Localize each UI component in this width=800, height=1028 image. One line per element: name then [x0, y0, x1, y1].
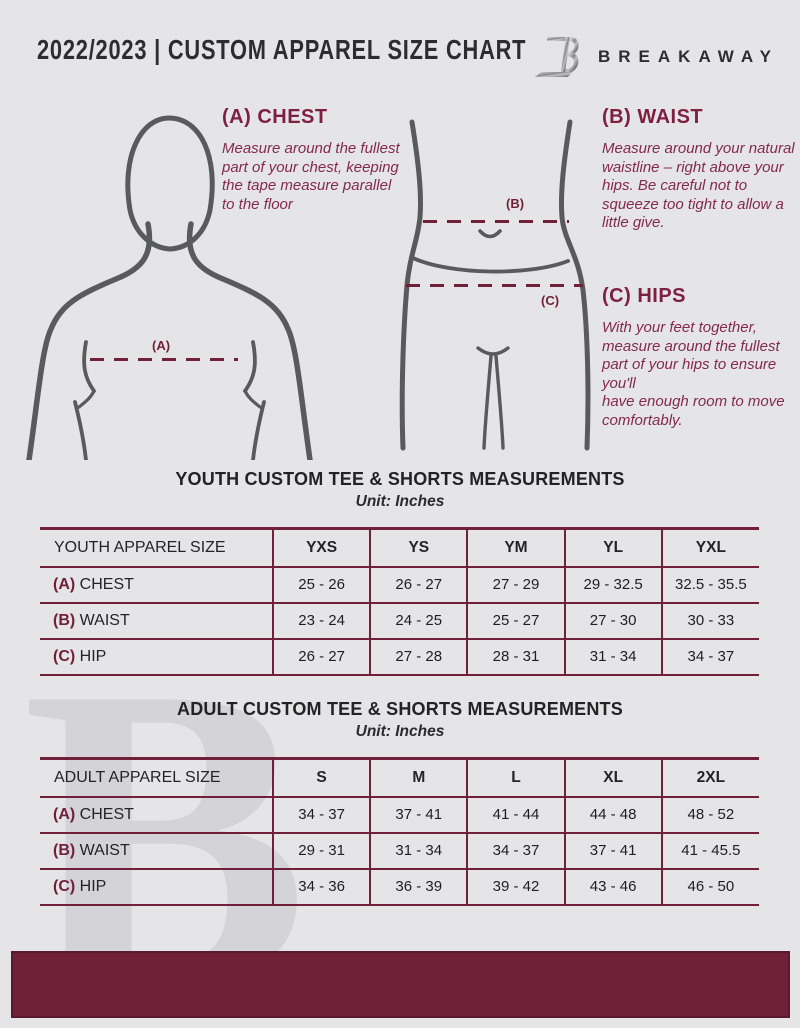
size-column-header: M	[369, 758, 468, 797]
measurement-value-cell: 24 - 25	[369, 602, 468, 639]
measurement-name: CHEST	[75, 575, 134, 593]
measurement-name: HIP	[75, 877, 107, 895]
measurement-value-cell: 44 - 48	[563, 796, 662, 833]
measurement-label: (C) HIP	[40, 639, 273, 675]
adult-section-title: ADULT CUSTOM TEE & SHORTS MEASUREMENTS	[177, 699, 623, 719]
measurement-value-cell: 29 - 32.5	[563, 566, 662, 603]
size-column-header: YXL	[660, 528, 759, 567]
measurement-value-cell: 34 - 37	[660, 638, 759, 675]
size-column-header: XL	[563, 758, 662, 797]
measurement-label: (B) WAIST	[40, 603, 273, 639]
measurement-value-cell: 37 - 41	[563, 832, 662, 869]
breakaway-b-monogram-icon	[534, 37, 579, 77]
measurement-value-cell: 30 - 33	[660, 602, 759, 639]
measurement-name: WAIST	[75, 841, 130, 859]
torso-chest-illustration	[26, 115, 313, 460]
chest-measurement-line	[90, 358, 238, 361]
measurement-letter: (C)	[53, 647, 76, 665]
measurement-name: HIP	[75, 647, 107, 665]
measurement-value-cell: 31 - 34	[369, 832, 468, 869]
adult-table-header-row: ADULT APPAREL SIZE S M L XL 2XL	[40, 758, 759, 797]
measurement-value-cell: 39 - 42	[466, 868, 565, 905]
measurement-label: (B) WAIST	[40, 833, 273, 869]
size-column-header: YS	[369, 528, 468, 567]
measurement-value-cell: 25 - 27	[466, 602, 565, 639]
measurement-value-cell: 25 - 26	[271, 566, 371, 603]
youth-table-header-row: YOUTH APPAREL SIZE YXS YS YM YL YXL	[40, 528, 759, 567]
waist-measurement-line	[423, 220, 569, 223]
measurement-label: (A) CHEST	[40, 797, 273, 833]
guide-chest-body: Measure around the fullest part of your …	[222, 140, 400, 213]
guide-waist-heading: (B) WAIST	[602, 106, 704, 128]
measurement-label: (C) HIP	[40, 869, 273, 905]
size-column-header: YL	[563, 528, 662, 567]
measurement-value-cell: 31 - 34	[563, 638, 662, 675]
measurement-value-cell: 46 - 50	[660, 868, 759, 905]
measurement-value-cell: 34 - 37	[466, 832, 565, 869]
guide-hips-body: With your feet together, measure around …	[602, 319, 785, 429]
measurement-row: (B) WAIST 29 - 31 31 - 34 34 - 37 37 - 41 41 …	[40, 832, 759, 869]
measurement-value-cell: 26 - 27	[271, 638, 371, 675]
waist-hips-illustration	[399, 119, 591, 451]
measurement-letter: (A)	[53, 575, 76, 593]
measurement-letter: (A)	[53, 805, 76, 823]
measurement-value-cell: 48 - 52	[660, 796, 759, 833]
size-column-header: S	[271, 758, 371, 797]
adult-size-table: ADULT APPAREL SIZE S M L XL 2XL (A) CHEST 34 -…	[40, 757, 759, 906]
measurement-label: (A) CHEST	[40, 567, 273, 603]
youth-size-table: YOUTH APPAREL SIZE YXS YS YM YL YXL (A) CHEST…	[40, 527, 759, 676]
measurement-value-cell: 32.5 - 35.5	[660, 566, 759, 603]
hips-marker-label: (C)	[541, 293, 560, 308]
measurement-row: (A) CHEST 25 - 26 26 - 27 27 - 29 29 - 32.5 3…	[40, 566, 759, 603]
hips-measurement-line	[406, 284, 583, 287]
measurement-value-cell: 34 - 36	[271, 868, 371, 905]
apparel-size-column-title: ADULT APPAREL SIZE	[54, 768, 221, 786]
guide-hips-heading: (C) HIPS	[602, 285, 686, 307]
waist-marker-label: (B)	[506, 196, 525, 211]
brand-name: BREAKAWAY	[598, 47, 779, 66]
measurement-value-cell: 34 - 37	[271, 796, 371, 833]
footer-bar	[11, 951, 790, 1018]
measurement-value-cell: 29 - 31	[271, 832, 371, 869]
adult-unit-subtitle: Unit: Inches	[355, 723, 445, 740]
measurement-value-cell: 23 - 24	[271, 602, 371, 639]
chest-marker-label: (A)	[152, 338, 171, 353]
brand-logo: BREAKAWAY	[534, 26, 779, 82]
measurement-value-cell: 43 - 46	[563, 868, 662, 905]
measurement-value-cell: 27 - 29	[466, 566, 565, 603]
guide-chest-heading: (A) CHEST	[222, 106, 328, 128]
measurement-letter: (B)	[53, 841, 76, 859]
measurement-letter: (B)	[53, 611, 76, 629]
measurement-value-cell: 27 - 30	[563, 602, 662, 639]
measurement-name: CHEST	[75, 805, 134, 823]
measurement-value-cell: 41 - 45.5	[660, 832, 759, 869]
page-title: 2022/2023 | CUSTOM APPAREL SIZE CHART	[37, 34, 527, 65]
measurement-row: (B) WAIST 23 - 24 24 - 25 25 - 27 27 - 30 30 …	[40, 602, 759, 639]
measurement-row: (A) CHEST 34 - 37 37 - 41 41 - 44 44 - 48 48 …	[40, 796, 759, 833]
size-column-header: L	[466, 758, 565, 797]
measurement-row: (C) HIP 26 - 27 27 - 28 28 - 31 31 - 34 34 - …	[40, 638, 759, 675]
measurement-letter: (C)	[53, 877, 76, 895]
apparel-size-column-title: YOUTH APPAREL SIZE	[54, 538, 226, 556]
measurement-value-cell: 37 - 41	[369, 796, 468, 833]
size-column-header: 2XL	[660, 758, 759, 797]
youth-unit-subtitle: Unit: Inches	[355, 493, 445, 510]
size-column-header: YM	[466, 528, 565, 567]
measurement-value-cell: 26 - 27	[369, 566, 468, 603]
youth-section-title: YOUTH CUSTOM TEE & SHORTS MEASUREMENTS	[175, 469, 625, 489]
measurement-value-cell: 41 - 44	[466, 796, 565, 833]
size-column-header: YXS	[271, 528, 371, 567]
guide-waist-body: Measure around your natural waistline – …	[602, 140, 795, 232]
measurement-value-cell: 27 - 28	[369, 638, 468, 675]
measurement-row: (C) HIP 34 - 36 36 - 39 39 - 42 43 - 46 46 - …	[40, 868, 759, 905]
measurement-value-cell: 28 - 31	[466, 638, 565, 675]
measurement-value-cell: 36 - 39	[369, 868, 468, 905]
measurement-name: WAIST	[75, 611, 130, 629]
